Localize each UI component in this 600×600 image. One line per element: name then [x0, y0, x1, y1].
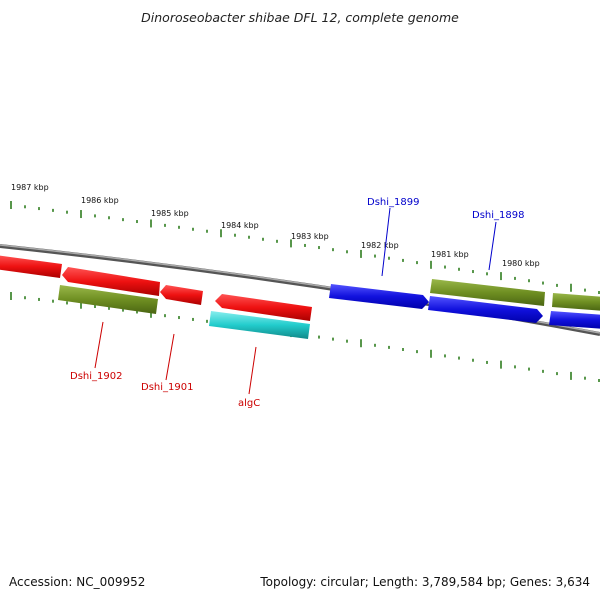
gene-leader-lines	[94, 207, 497, 395]
gene-arrow-red[interactable]	[0, 255, 62, 278]
scale-label: 1985 kbp	[151, 209, 189, 218]
gene-features	[0, 255, 600, 339]
gene-box-olive[interactable]	[430, 279, 545, 306]
scale-label: 1986 kbp	[81, 196, 119, 205]
gene-labels: Dshi_1902 Dshi_1901 algC Dshi_1899 Dshi_…	[70, 197, 524, 409]
scale-labels: 1987 kbp 1986 kbp 1985 kbp 1984 kbp 1983…	[11, 183, 540, 268]
gene-box-olive[interactable]	[58, 285, 158, 314]
accession-text: Accession: NC_009952	[9, 575, 145, 589]
gene-arrow-blue[interactable]	[549, 311, 600, 329]
gene-arrow-red[interactable]	[160, 285, 203, 305]
leader-line	[94, 321, 104, 369]
gene-label[interactable]: algC	[238, 398, 260, 409]
scale-label: 1982 kbp	[361, 241, 399, 250]
gene-arrow-blue[interactable]	[428, 296, 543, 323]
gene-label[interactable]: Dshi_1899	[367, 197, 419, 208]
gene-label[interactable]: Dshi_1898	[472, 210, 524, 221]
scale-label: 1983 kbp	[291, 232, 329, 241]
scale-label: 1984 kbp	[221, 221, 259, 230]
leader-line	[165, 333, 175, 381]
leader-line	[248, 346, 257, 395]
leader-line	[488, 221, 497, 271]
genome-summary-text: Topology: circular; Length: 3,789,584 bp…	[259, 575, 590, 589]
gene-box-cyan[interactable]	[209, 311, 310, 339]
scale-label: 1987 kbp	[11, 183, 49, 192]
gene-label[interactable]: Dshi_1902	[70, 371, 122, 382]
gene-box-olive[interactable]	[552, 293, 600, 311]
scale-label: 1981 kbp	[431, 250, 469, 259]
scale-label: 1980 kbp	[502, 259, 540, 268]
gene-arrow-red[interactable]	[215, 294, 312, 321]
leader-line	[381, 207, 391, 277]
gene-arrow-blue[interactable]	[329, 284, 429, 309]
gene-label[interactable]: Dshi_1901	[141, 382, 193, 393]
map-title: Dinoroseobacter shibae DFL 12, complete …	[141, 10, 459, 25]
gene-arrow-red[interactable]	[62, 267, 160, 296]
